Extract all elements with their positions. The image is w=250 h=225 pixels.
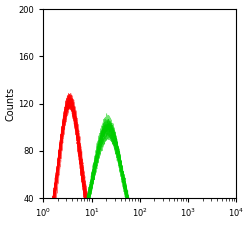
- Y-axis label: Counts: Counts: [6, 86, 16, 121]
